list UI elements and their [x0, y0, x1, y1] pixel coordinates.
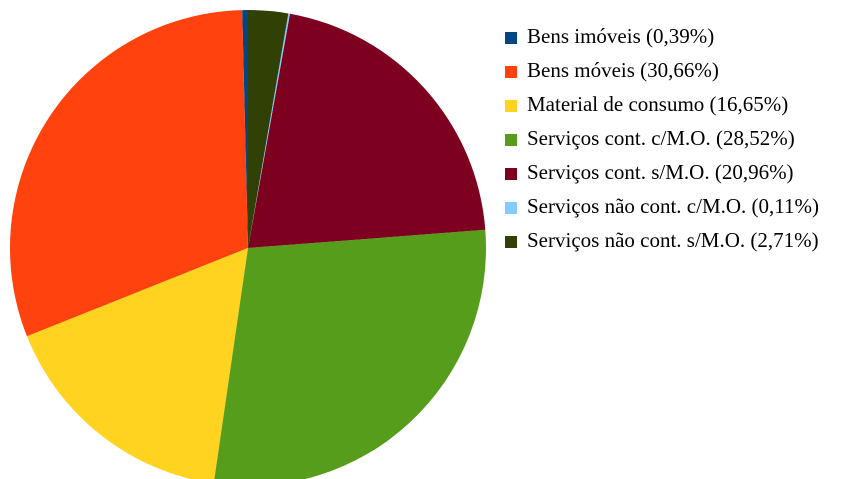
pie-slice: [248, 13, 290, 249]
legend-label: Serviços cont. c/M.O. (28,52%): [527, 126, 795, 150]
legend-swatch: [505, 134, 517, 146]
pie-slice: [242, 10, 248, 248]
legend-label: Bens imóveis (0,39%): [527, 24, 714, 48]
legend-label: Serviços cont. s/M.O. (20,96%): [527, 160, 794, 184]
legend-swatch: [505, 236, 517, 248]
pie-slice: [26, 248, 248, 479]
pie-slice: [248, 10, 289, 248]
legend-label: Serviços não cont. c/M.O. (0,11%): [527, 194, 819, 218]
legend-swatch: [505, 168, 517, 180]
pie-slice: [9, 10, 248, 337]
legend-swatch: [505, 66, 517, 78]
pie-slice: [248, 13, 486, 248]
legend-swatch: [505, 202, 517, 214]
legend-swatch: [505, 32, 517, 44]
legend-swatch: [505, 100, 517, 112]
legend-label: Material de consumo (16,65%): [527, 92, 788, 116]
legend-label: Serviços não cont. s/M.O. (2,71%): [527, 228, 819, 252]
pie-slice: [214, 229, 486, 479]
legend-label: Bens móveis (30,66%): [527, 58, 719, 82]
